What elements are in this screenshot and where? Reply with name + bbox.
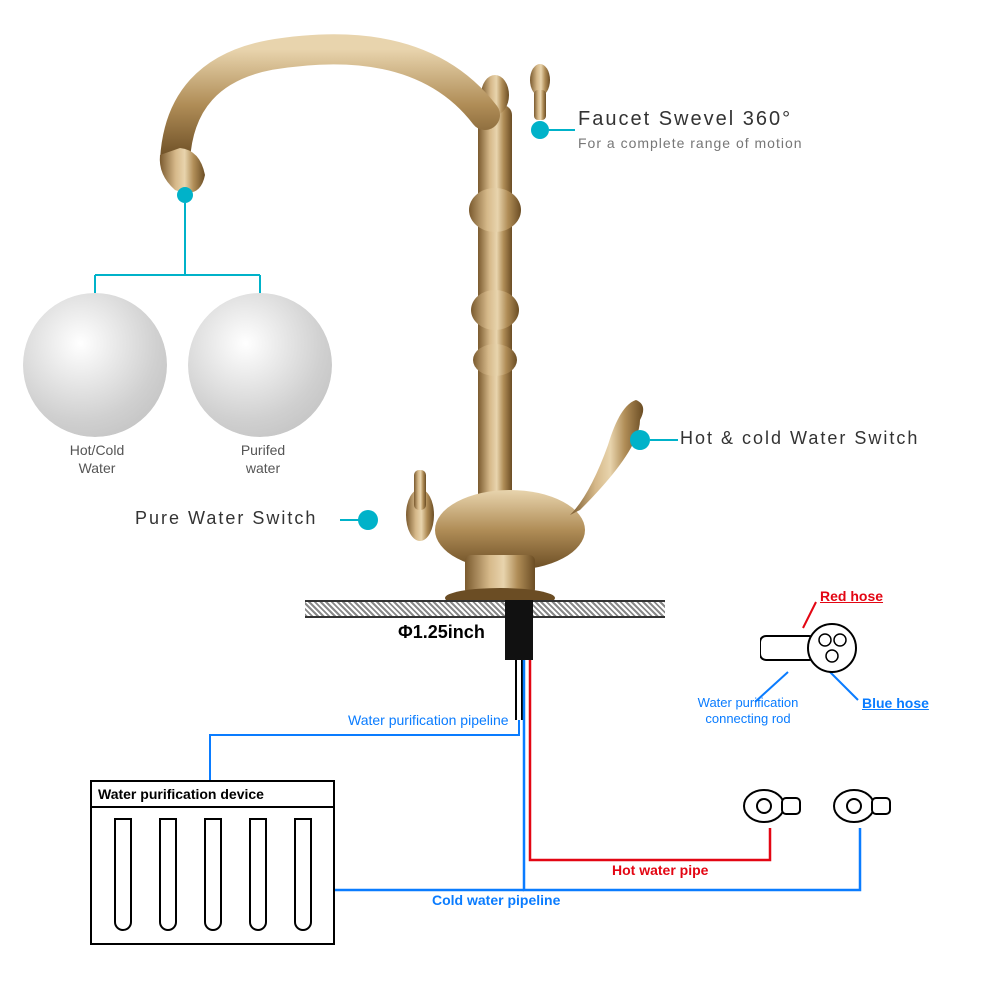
pure-switch-label: Pure Water Switch [135, 508, 317, 529]
hotcold-photo-caption: Hot/ColdWater [62, 442, 132, 477]
connector-rod [760, 618, 870, 678]
purified-photo [188, 293, 332, 437]
spout-dot [177, 187, 193, 203]
blue-hose-label: Blue hose [862, 695, 929, 711]
hotcold-switch-dot [630, 430, 650, 450]
hotcold-photo [23, 293, 167, 437]
purifier-device-label: Water purification device [92, 782, 333, 808]
countertop [305, 600, 665, 618]
purification-pipeline-label: Water purification pipeline [348, 712, 509, 728]
purifier-device: Water purification device [90, 780, 335, 945]
hot-pipe-label: Hot water pipe [612, 862, 708, 878]
red-hose-label: Red hose [820, 588, 883, 604]
pure-switch-dot [358, 510, 378, 530]
purifier-filters [92, 808, 333, 941]
swivel-dot [531, 121, 549, 139]
valve-left [742, 782, 802, 830]
hole-size-label: Φ1.25inch [398, 622, 485, 643]
swivel-title: Faucet Swevel 360° For a complete range … [578, 108, 803, 151]
hotcold-switch-label: Hot & cold Water Switch [680, 428, 919, 449]
mounting-stem [505, 600, 533, 660]
cold-pipe-label: Cold water pipeline [432, 892, 560, 908]
valve-right [832, 782, 892, 830]
mounting-stem-thin [515, 660, 523, 720]
purified-photo-caption: Purifedwater [228, 442, 298, 477]
connector-rod-label: Water purificationconnecting rod [688, 695, 808, 726]
